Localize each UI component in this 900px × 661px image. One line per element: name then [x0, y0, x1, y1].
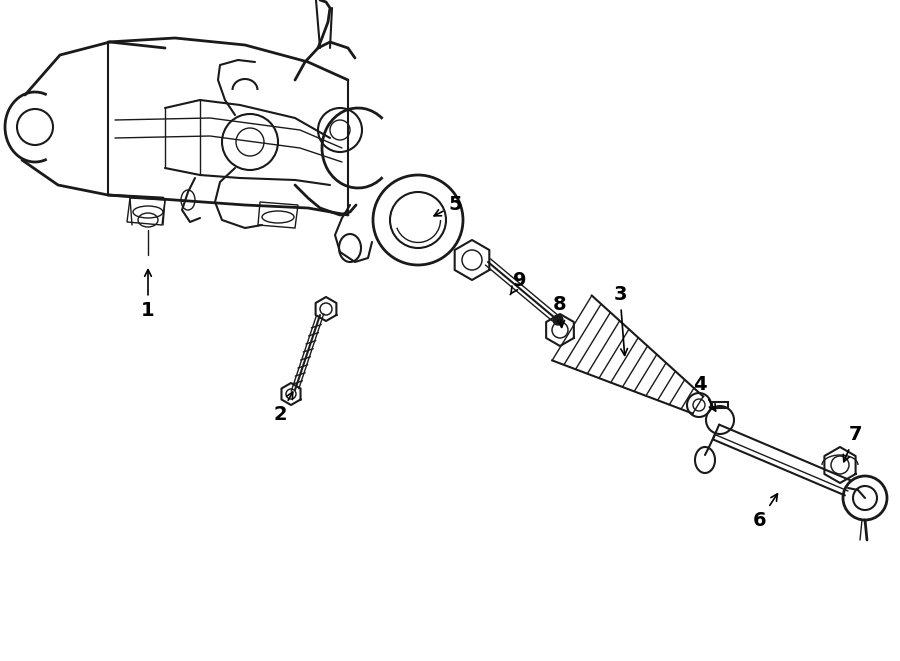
- Text: 7: 7: [843, 426, 862, 462]
- Text: 8: 8: [554, 295, 567, 327]
- Text: 4: 4: [693, 375, 716, 411]
- Text: 6: 6: [753, 494, 778, 529]
- Text: 2: 2: [274, 392, 292, 424]
- Text: 3: 3: [613, 286, 627, 356]
- Text: 5: 5: [434, 196, 462, 216]
- Text: 1: 1: [141, 270, 155, 319]
- Circle shape: [553, 315, 563, 325]
- Text: 9: 9: [510, 270, 526, 295]
